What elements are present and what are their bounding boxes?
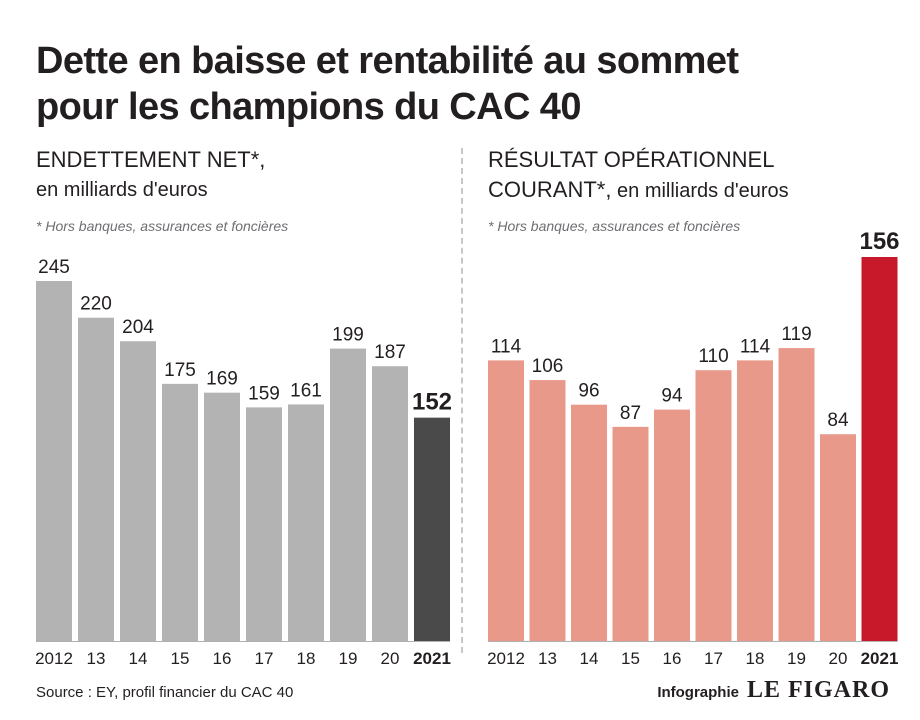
left-value-label-16: 169 bbox=[206, 369, 238, 390]
left-value-label-13: 220 bbox=[80, 294, 112, 315]
right-bar-2021 bbox=[861, 257, 898, 641]
right-value-label-13: 106 bbox=[532, 356, 564, 377]
right-bar-2012 bbox=[488, 360, 524, 641]
right-bar-15 bbox=[612, 426, 649, 641]
right-value-label-20: 84 bbox=[827, 410, 849, 431]
right-tick-label-18: 18 bbox=[746, 649, 765, 668]
right-panel-header: RÉSULTAT OPÉRATIONNEL COURANT*, en milli… bbox=[488, 145, 789, 206]
right-bar-18 bbox=[737, 360, 773, 641]
right-bar-13 bbox=[529, 380, 566, 641]
right-tick-label-19: 19 bbox=[787, 649, 806, 668]
left-bar-17 bbox=[246, 407, 282, 641]
left-tick-label-15: 15 bbox=[171, 649, 190, 668]
right-bar-16 bbox=[654, 409, 690, 641]
left-bar-15 bbox=[162, 383, 198, 641]
right-bar-20 bbox=[820, 434, 856, 641]
left-tick-label-17: 17 bbox=[255, 649, 274, 668]
left-value-label-20: 187 bbox=[374, 342, 406, 363]
left-tick-label-2012: 2012 bbox=[35, 649, 73, 668]
right-panel-subheading-strong: COURANT*, bbox=[488, 177, 612, 202]
left-bar-16 bbox=[204, 392, 240, 641]
chart-title: Dette en baisse et rentabilité au sommet… bbox=[36, 38, 896, 130]
left-bar-18 bbox=[288, 404, 324, 641]
right-value-label-16: 94 bbox=[661, 386, 683, 407]
right-tick-label-20: 20 bbox=[829, 649, 848, 668]
debt-chart: 245 2012 220 13 204 14 175 15 169 16 159 17 161 18 199… bbox=[35, 257, 452, 668]
right-bar-17 bbox=[695, 370, 732, 641]
left-tick-label-16: 16 bbox=[213, 649, 232, 668]
left-panel-note: * Hors banques, assurances et foncières bbox=[36, 218, 289, 234]
right-tick-label-2021: 2021 bbox=[861, 649, 899, 668]
left-value-label-14: 204 bbox=[122, 317, 154, 338]
left-panel-heading: ENDETTEMENT NET*, bbox=[36, 147, 266, 172]
right-tick-label-2012: 2012 bbox=[487, 649, 525, 668]
right-tick-label-16: 16 bbox=[663, 649, 682, 668]
left-value-label-18: 161 bbox=[290, 380, 322, 401]
credit: Infographie LE FIGARO bbox=[657, 677, 890, 704]
right-value-label-2021: 156 bbox=[859, 228, 899, 255]
left-value-label-2021: 152 bbox=[412, 389, 452, 416]
right-tick-label-17: 17 bbox=[704, 649, 723, 668]
right-value-label-17: 110 bbox=[698, 346, 728, 367]
left-bar-13 bbox=[78, 317, 114, 641]
right-bar-19 bbox=[778, 348, 815, 641]
source-note: Source : EY, profil financier du CAC 40 bbox=[36, 684, 294, 701]
left-panel-subheading: en milliards d'euros bbox=[36, 179, 208, 201]
right-tick-label-13: 13 bbox=[538, 649, 557, 668]
left-value-label-19: 199 bbox=[332, 325, 364, 346]
left-tick-label-14: 14 bbox=[129, 649, 148, 668]
right-value-label-19: 119 bbox=[781, 324, 811, 345]
right-value-label-15: 87 bbox=[620, 403, 641, 424]
left-tick-label-2021: 2021 bbox=[413, 649, 451, 668]
left-tick-label-19: 19 bbox=[339, 649, 358, 668]
left-bar-19 bbox=[330, 348, 366, 641]
left-value-label-15: 175 bbox=[164, 360, 196, 381]
right-panel-subheading: en milliards d'euros bbox=[611, 180, 789, 202]
right-bar-14 bbox=[571, 404, 607, 641]
right-tick-label-15: 15 bbox=[621, 649, 640, 668]
right-value-label-2012: 114 bbox=[491, 336, 522, 357]
left-bar-14 bbox=[120, 341, 156, 641]
brand-logo: LE FIGARO bbox=[746, 677, 890, 703]
title-line-2: pour les champions du CAC 40 bbox=[36, 86, 581, 128]
left-tick-label-20: 20 bbox=[381, 649, 400, 668]
right-tick-label-14: 14 bbox=[580, 649, 599, 668]
left-panel-header: ENDETTEMENT NET*, en milliards d'euros bbox=[36, 145, 265, 205]
right-value-label-14: 96 bbox=[578, 381, 599, 402]
left-bar-2012 bbox=[36, 281, 72, 641]
right-value-label-18: 114 bbox=[740, 336, 771, 357]
left-value-label-17: 159 bbox=[248, 383, 280, 404]
operating-income-chart: 114 2012 106 13 96 14 87 15 94 16 110 17 114 18 119 19 8… bbox=[487, 228, 899, 668]
credit-label: Infographie bbox=[657, 684, 739, 701]
left-value-label-2012: 245 bbox=[38, 257, 70, 278]
left-tick-label-13: 13 bbox=[87, 649, 106, 668]
title-line-1: Dette en baisse et rentabilité au sommet bbox=[36, 40, 739, 82]
panel-divider bbox=[461, 148, 463, 653]
left-bar-2021 bbox=[414, 417, 450, 641]
right-panel-heading: RÉSULTAT OPÉRATIONNEL bbox=[488, 147, 775, 172]
left-bar-20 bbox=[372, 366, 408, 641]
right-panel-note: * Hors banques, assurances et foncières bbox=[488, 218, 741, 234]
left-tick-label-18: 18 bbox=[297, 649, 316, 668]
